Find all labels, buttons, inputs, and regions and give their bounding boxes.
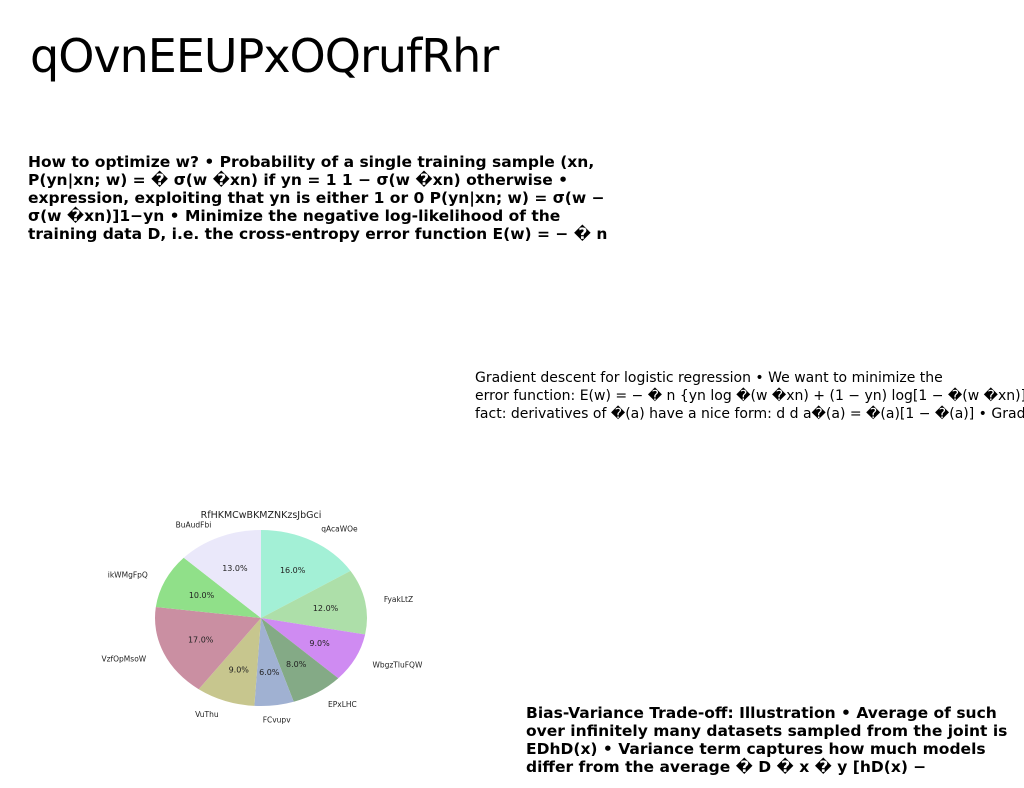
pie-pct-label: 9.0% (229, 665, 250, 674)
pie-category-label: VzfOpMsoW (101, 655, 146, 664)
pie-chart: RfHKMCwBKMZNKzsJbGci 16.0% 12.0% 9.0% 8.0% 6… (101, 510, 423, 724)
text-line: error function: E(w) = − � n {yn log �(w… (475, 388, 1024, 404)
text-line: Gradient descent for logistic regression… (475, 370, 943, 386)
pie-pct-label: 10.0% (189, 591, 215, 600)
pie-category-label: EPxLHC (328, 700, 357, 709)
pie-category-label: WbgzTluFQW (372, 660, 423, 669)
pie-pct-label: 9.0% (309, 639, 330, 648)
pie-pct-label: 6.0% (259, 668, 280, 677)
pie-category-label: ikWMgFpQ (108, 571, 148, 580)
text-block-logistic-likelihood: How to optimize w? • Probability of a si… (28, 153, 608, 243)
pie-slice-qAcaWOe (261, 530, 351, 618)
pie-category-label: BuAudFbi (176, 520, 212, 529)
pie-category-label: VuThu (195, 710, 219, 719)
pie-slice-FCvupv (254, 618, 294, 706)
pie-pct-label: 12.0% (313, 604, 339, 613)
pie-category-label: FCvupv (263, 715, 292, 724)
pie-pct-label: 16.0% (280, 566, 306, 575)
pie-pct-label: 8.0% (286, 660, 307, 669)
pie-slice-ikWMgFpQ (155, 557, 261, 618)
page-title: qOvnEEUPxOQrufRhr (30, 29, 499, 83)
pie-category-label: qAcaWOe (321, 525, 358, 534)
pie-slice-VzfOpMsoW (155, 606, 261, 690)
text-block-gradient-descent: Gradient descent for logistic regression… (475, 369, 1024, 423)
pie-slice-WbgzTluFQW (261, 618, 366, 679)
text-line: fact: derivatives of �(a) have a nice fo… (475, 406, 1024, 422)
pie-slice-EPxLHC (261, 618, 339, 702)
pie-category-label: FyakLtZ (384, 595, 413, 604)
text-block-bias-variance: Bias-Variance Trade-off: Illustration • … (526, 704, 1008, 776)
pie-slice-FyakLtZ (261, 570, 367, 635)
pie-pct-label: 17.0% (188, 636, 214, 645)
chart-title: RfHKMCwBKMZNKzsJbGci (201, 510, 322, 521)
pie-slice-VuThu (198, 618, 261, 706)
pie-pct-label: 13.0% (222, 564, 248, 573)
pie-slice-BuAudFbi (183, 530, 261, 618)
